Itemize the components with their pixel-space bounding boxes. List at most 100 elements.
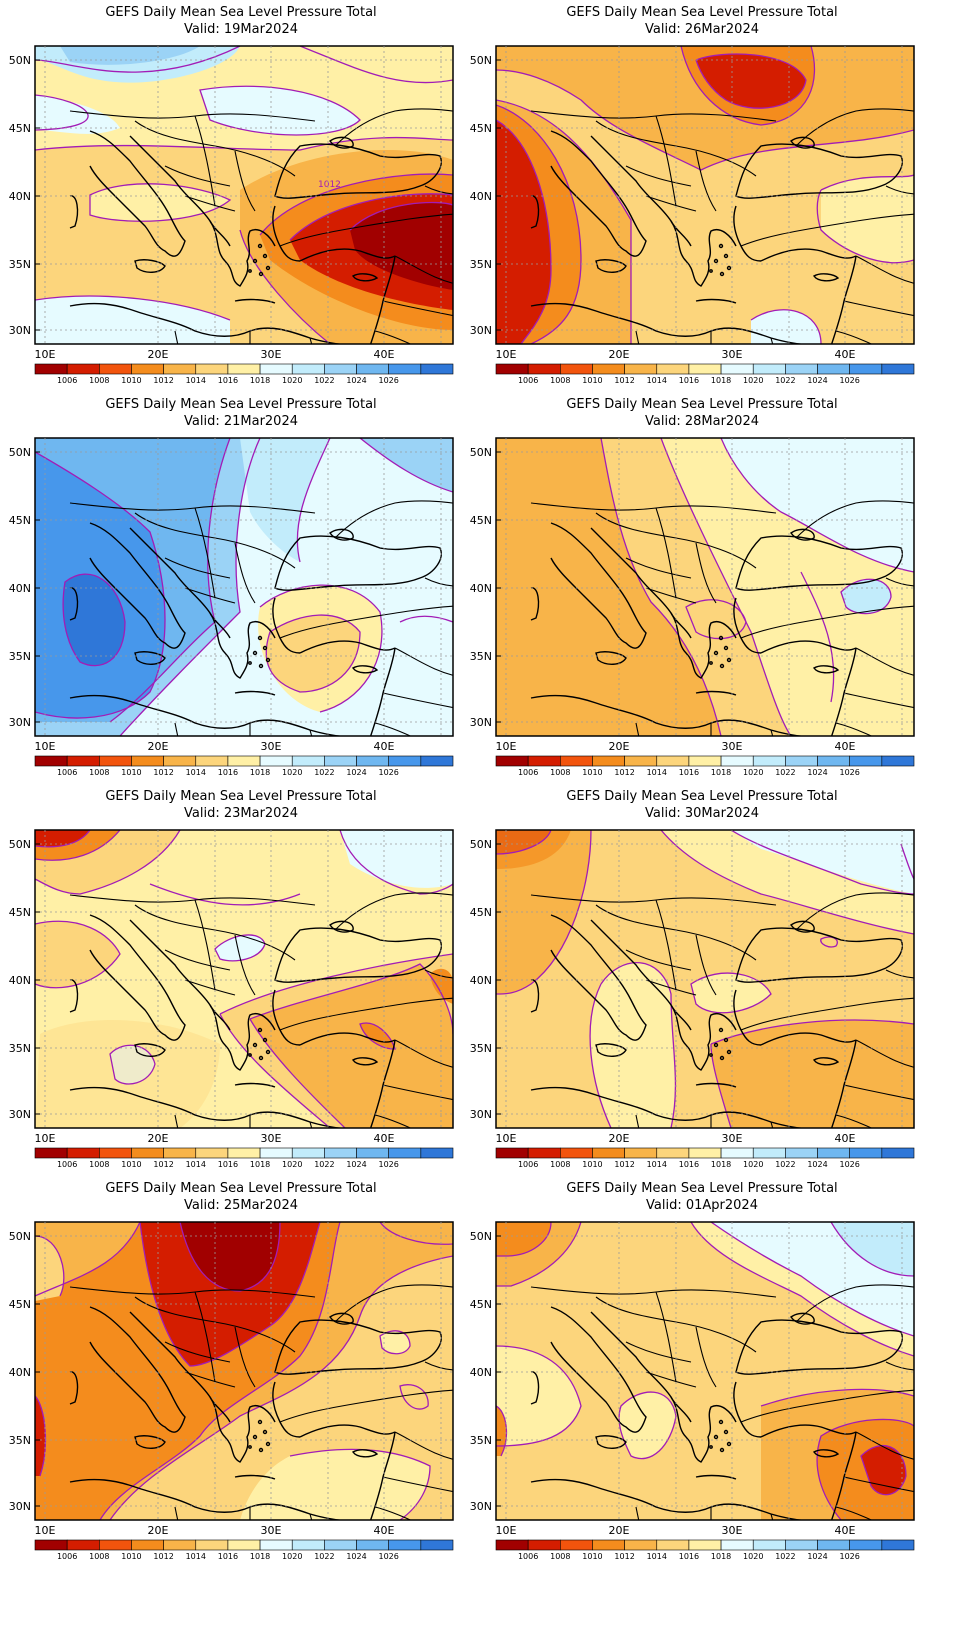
- lat-tick-label: 30N: [9, 324, 31, 337]
- colorbar-label: 1008: [89, 768, 109, 777]
- colorbar-label: 1008: [550, 1552, 570, 1561]
- lon-tick-label: 30E: [722, 740, 743, 753]
- colorbar-swatch: [420, 1539, 454, 1551]
- colorbar-label: 1024: [807, 768, 827, 777]
- colorbar-label: 1024: [807, 1552, 827, 1561]
- colorbar-label: 1026: [379, 1552, 399, 1561]
- colorbar-label: 1020: [743, 1552, 763, 1561]
- colorbar-swatch: [195, 1147, 229, 1159]
- lat-tick-label: 35N: [9, 1042, 31, 1055]
- colorbar-label: 1022: [314, 1552, 334, 1561]
- colorbar-label: 1012: [614, 1160, 634, 1169]
- lat-tick-label: 30N: [470, 1108, 492, 1121]
- colorbar-swatch: [420, 363, 454, 375]
- colorbar-label: 1010: [582, 1552, 602, 1561]
- colorbar-swatch: [752, 755, 786, 767]
- colorbar-swatch: [592, 1539, 625, 1551]
- lon-tick-label: 30E: [261, 740, 282, 753]
- colorbar-swatch: [227, 363, 261, 375]
- colorbar-swatch: [785, 363, 818, 375]
- lon-tick-label: 40E: [374, 1132, 395, 1145]
- lon-tick-label: 20E: [609, 740, 630, 753]
- lon-tick-label: 10E: [496, 1132, 517, 1145]
- panel-title: GEFS Daily Mean Sea Level Pressure Total: [105, 789, 377, 804]
- colorbar-swatch: [131, 363, 164, 375]
- colorbar-swatch: [785, 755, 818, 767]
- colorbar-label: 1008: [89, 1552, 109, 1561]
- colorbar-label: 1022: [775, 1160, 795, 1169]
- map-panel-30mar: GEFS Daily Mean Sea Level Pressure Total…: [461, 784, 943, 1194]
- colorbar-swatch: [259, 1147, 293, 1159]
- colorbar-label: 1020: [743, 376, 763, 385]
- colorbar-label: 1024: [346, 376, 366, 385]
- colorbar: 1006 1008 1010 1012 1014 1016 1018 1020 1022 1024…: [495, 363, 915, 385]
- colorbar-swatch: [291, 1539, 325, 1551]
- colorbar-swatch: [817, 755, 850, 767]
- colorbar-swatch: [34, 1539, 68, 1551]
- colorbar-swatch: [817, 363, 850, 375]
- colorbar: 1006 1008 1010 1012 1014 1016 1018 1020 1022 1024…: [34, 363, 454, 385]
- lon-tick-label: 40E: [374, 1524, 395, 1537]
- colorbar-swatch: [356, 1147, 389, 1159]
- colorbar-swatch: [849, 1539, 883, 1551]
- colorbar-label: 1016: [679, 1160, 699, 1169]
- colorbar-label: 1010: [121, 1552, 141, 1561]
- lon-tick-label: 30E: [261, 348, 282, 361]
- colorbar-swatch: [195, 363, 229, 375]
- colorbar-swatch: [495, 755, 529, 767]
- colorbar-swatch: [624, 363, 658, 375]
- colorbar-label: 1022: [775, 768, 795, 777]
- colorbar-swatch: [656, 755, 690, 767]
- lon-tick-label: 10E: [496, 348, 517, 361]
- lon-tick-label: 20E: [609, 1524, 630, 1537]
- colorbar-swatch: [881, 1539, 915, 1551]
- panel-title: GEFS Daily Mean Sea Level Pressure Total: [566, 789, 838, 804]
- lat-tick-label: 40N: [9, 974, 31, 987]
- colorbar-label: 1020: [282, 1160, 302, 1169]
- colorbar-swatch: [99, 363, 132, 375]
- lat-tick-label: 30N: [470, 1500, 492, 1513]
- colorbar-swatch: [560, 363, 593, 375]
- colorbar-swatch: [527, 755, 561, 767]
- colorbar-label: 1008: [550, 376, 570, 385]
- colorbar-label: 1022: [314, 376, 334, 385]
- colorbar-label: 1010: [121, 376, 141, 385]
- colorbar-swatch: [752, 1539, 786, 1551]
- lat-tick-label: 50N: [9, 838, 31, 851]
- colorbar-swatch: [495, 363, 529, 375]
- panel-valid-date: Valid: 01Apr2024: [646, 1198, 758, 1213]
- colorbar-label: 1022: [314, 1160, 334, 1169]
- colorbar-swatch: [849, 363, 883, 375]
- colorbar-label: 1006: [518, 1552, 538, 1561]
- map-frame: [34, 437, 454, 737]
- colorbar-label: 1018: [711, 768, 731, 777]
- colorbar-label: 1006: [518, 1160, 538, 1169]
- colorbar-label: 1016: [218, 376, 238, 385]
- lon-tick-label: 20E: [148, 1524, 169, 1537]
- colorbar-label: 1018: [250, 1552, 270, 1561]
- colorbar-swatch: [195, 1539, 229, 1551]
- colorbar-label: 1026: [379, 376, 399, 385]
- colorbar-swatch: [849, 1147, 883, 1159]
- colorbar-label: 1006: [57, 376, 77, 385]
- colorbar-swatch: [131, 1539, 164, 1551]
- colorbar-label: 1024: [346, 768, 366, 777]
- panel-title: GEFS Daily Mean Sea Level Pressure Total: [105, 5, 377, 20]
- colorbar-swatch: [785, 1539, 818, 1551]
- lon-tick-label: 40E: [835, 348, 856, 361]
- colorbar-swatch: [388, 363, 422, 375]
- lat-tick-label: 35N: [9, 1434, 31, 1447]
- map-frame: [495, 437, 915, 737]
- map-frame: [495, 45, 915, 345]
- colorbar-label: 1014: [186, 1160, 206, 1169]
- panel-title: GEFS Daily Mean Sea Level Pressure Total: [566, 5, 838, 20]
- colorbar-label: 1016: [679, 768, 699, 777]
- colorbar-swatch: [227, 1147, 261, 1159]
- panel-valid-date: Valid: 28Mar2024: [645, 414, 759, 429]
- colorbar-swatch: [163, 1147, 197, 1159]
- colorbar-label: 1020: [282, 768, 302, 777]
- colorbar-label: 1010: [121, 1160, 141, 1169]
- lon-tick-label: 20E: [148, 740, 169, 753]
